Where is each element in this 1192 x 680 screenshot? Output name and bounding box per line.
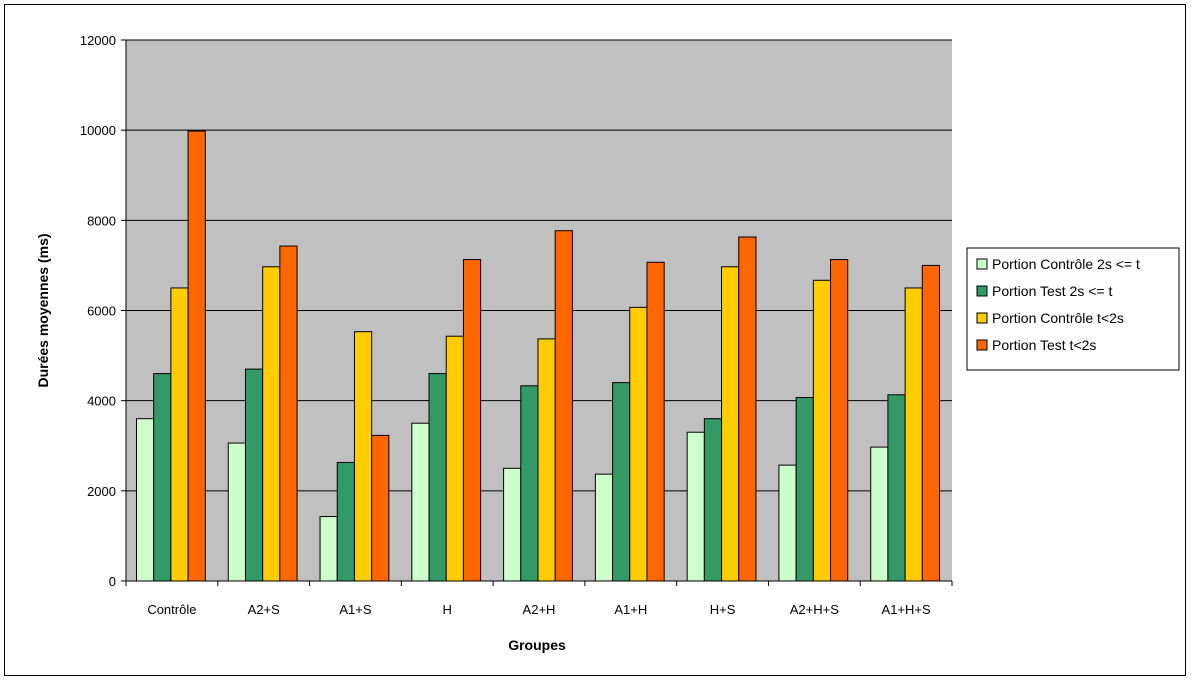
bar: [870, 446, 889, 582]
bar: [371, 434, 390, 582]
bar: [503, 467, 522, 582]
bar: [887, 394, 906, 582]
x-tick-label: A2+S: [248, 602, 280, 617]
x-axis-title: Groupes: [508, 637, 566, 653]
bar: [462, 259, 482, 582]
bar: [279, 245, 298, 582]
y-tick-label: 2000: [87, 484, 116, 499]
y-axis-title: Durées moyennes (ms): [35, 233, 51, 387]
bar: [244, 368, 264, 582]
y-tick-labels: 0 2000 4000 6000 8000 10000 12000: [80, 33, 116, 589]
bar: [445, 335, 464, 582]
y-tick-label: 0: [109, 574, 116, 589]
bar: [721, 266, 740, 582]
bar: [411, 422, 430, 582]
legend-label: Portion Contrôle t<2s: [992, 310, 1124, 326]
bar: [830, 259, 849, 582]
x-tick-label: H+S: [710, 602, 736, 617]
x-tick-label: A2+H: [523, 602, 556, 617]
bar: [738, 236, 757, 582]
legend-swatch: [976, 312, 988, 324]
bar: [353, 331, 373, 582]
legend-swatch: [976, 339, 988, 351]
bar: [778, 464, 797, 582]
bar: [170, 287, 189, 582]
bar: [262, 266, 281, 582]
legend: Portion Contrôle 2s <= t Portion Test 2s …: [966, 247, 1180, 371]
bar: [594, 473, 614, 582]
x-tick-label: A1+S: [339, 602, 371, 617]
bar: [520, 385, 539, 582]
axes: [121, 39, 953, 586]
bar: [227, 442, 246, 582]
bar: [153, 373, 172, 582]
bar: [612, 382, 631, 582]
bar: [646, 261, 665, 582]
legend-label: Portion Contrôle 2s <= t: [992, 256, 1140, 272]
bar: [187, 130, 206, 582]
bar: [686, 431, 705, 582]
bar: [629, 306, 648, 582]
bar: [336, 461, 355, 582]
bar: [319, 516, 338, 582]
y-tick-label: 12000: [80, 33, 116, 48]
legend-label: Portion Test t<2s: [992, 337, 1096, 353]
y-tick-label: 10000: [80, 123, 116, 138]
legend-swatch: [976, 258, 988, 270]
bar: [795, 397, 814, 582]
y-tick-label: 6000: [87, 304, 116, 319]
bar: [428, 373, 447, 582]
y-tick-label: 4000: [87, 394, 116, 409]
legend-swatch: [976, 285, 988, 297]
bar: [537, 338, 556, 582]
x-tick-labels: Contrôle A2+S A1+S H A2+H A1+H H+S A2+H+S A1+H+S: [147, 602, 931, 617]
bar: [812, 279, 832, 582]
y-tick-label: 8000: [87, 213, 116, 228]
bar: [703, 418, 723, 582]
bar: [135, 418, 155, 582]
bars: [135, 130, 941, 582]
x-tick-label: A2+H+S: [790, 602, 839, 617]
bar: [554, 230, 573, 582]
legend-box: [966, 247, 1180, 371]
legend-label: Portion Test 2s <= t: [992, 283, 1112, 299]
x-tick-label: Contrôle: [147, 602, 196, 617]
x-tick-label: H: [443, 602, 452, 617]
x-tick-label: A1+H+S: [882, 602, 931, 617]
bar: [921, 264, 941, 582]
bar: [904, 287, 923, 582]
x-tick-label: A1+H: [614, 602, 647, 617]
